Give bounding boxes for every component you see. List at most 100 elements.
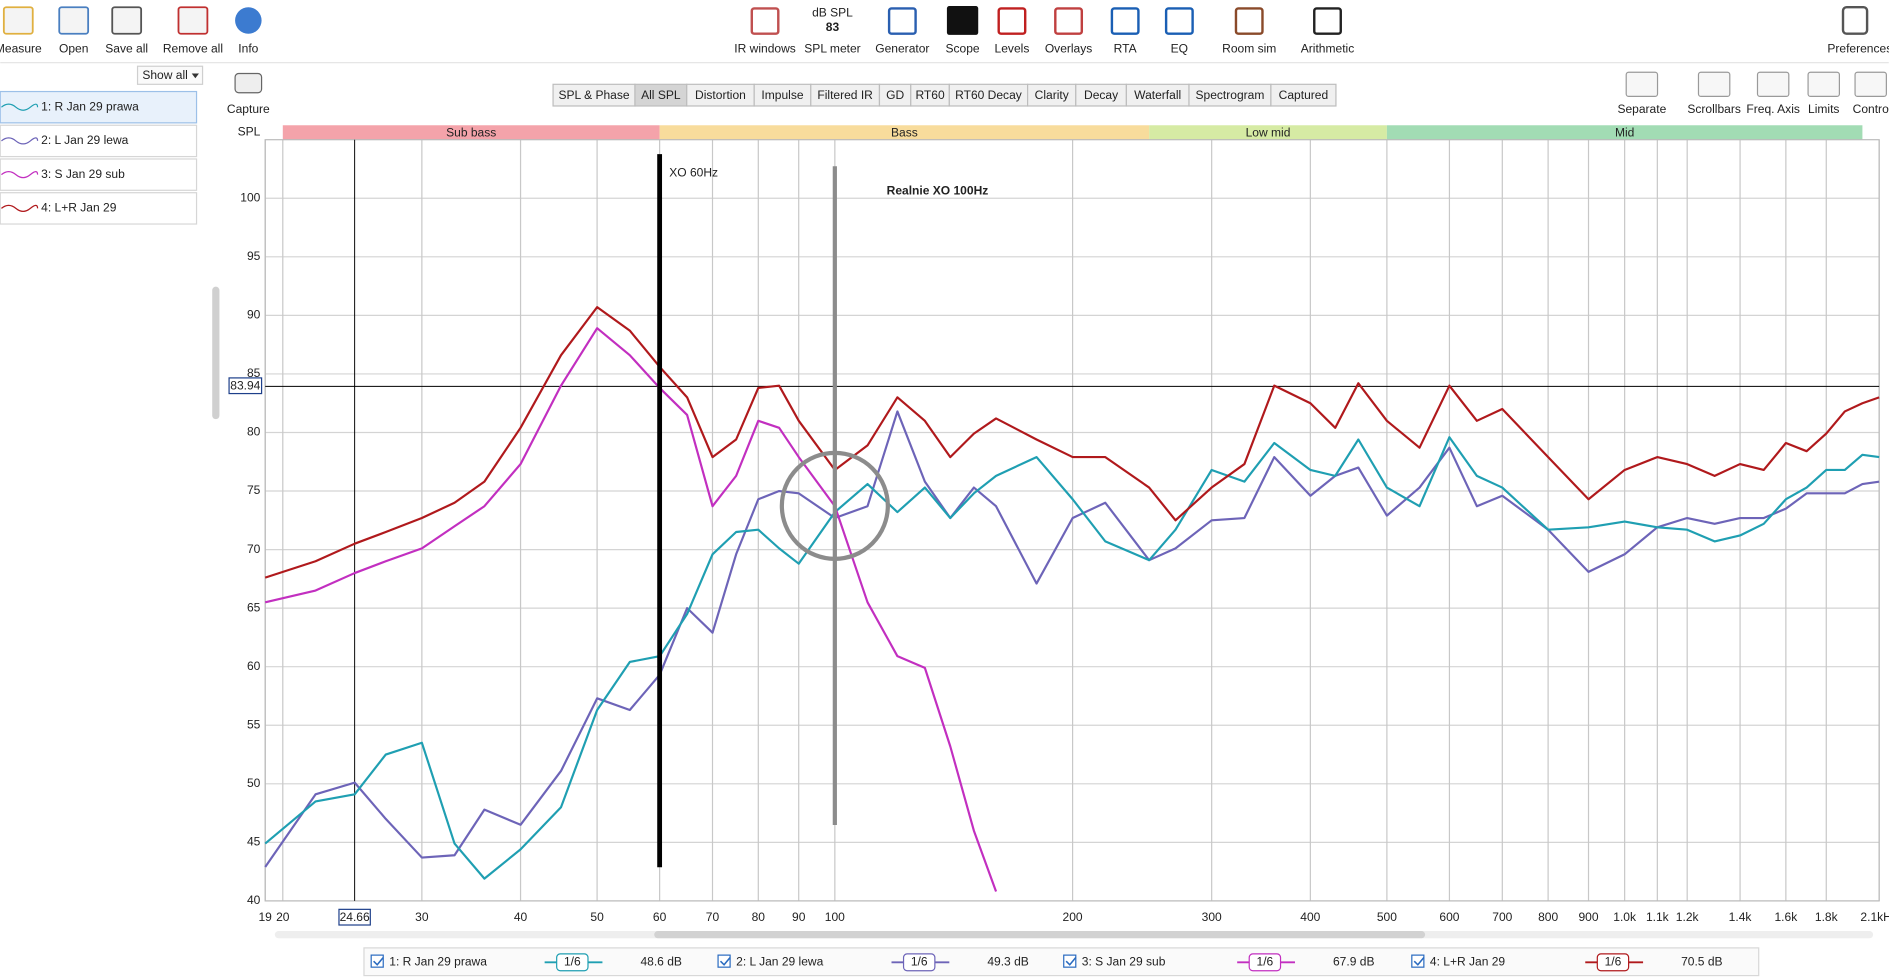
smoothing-box[interactable] <box>902 953 936 972</box>
y-tick-label: 60 <box>247 659 261 673</box>
spl-meter-unit: dB SPL <box>812 5 853 19</box>
x-tick-label: 500 <box>1377 910 1397 924</box>
graph-tab-label: Distortion <box>695 88 746 102</box>
graph-tab-label: RT60 Decay <box>955 88 1022 102</box>
y-tick-label: 45 <box>247 835 261 849</box>
view-control-label: Scrollbars <box>1687 102 1740 116</box>
measurement-item[interactable] <box>0 124 198 158</box>
measurement-name: 1: R Jan 29 prawa <box>41 99 139 113</box>
y-tick-label: 75 <box>247 483 261 497</box>
checkmark <box>1413 957 1425 966</box>
h-scroll-thumb[interactable] <box>654 931 1426 939</box>
graph-tab-label: All SPL <box>641 88 681 102</box>
side-scrollbar[interactable] <box>212 286 220 420</box>
x-tick-label: 900 <box>1578 910 1598 924</box>
frequency-band <box>1149 125 1387 140</box>
toolbar-label[interactable]: Preferences <box>1827 42 1889 56</box>
view-control-icon[interactable] <box>1697 71 1731 97</box>
series-checkbox[interactable] <box>717 954 731 968</box>
x-tick-label: 1.8k <box>1815 910 1839 924</box>
x-tick-label: 1.0k <box>1613 910 1637 924</box>
measurement-thumb <box>1 171 39 179</box>
toolbar-label: Generator <box>875 42 929 56</box>
smoothing-box[interactable] <box>556 953 589 972</box>
series-line <box>264 436 1880 880</box>
measurement-thumb <box>1 204 39 212</box>
y-tick-label: 55 <box>247 717 261 731</box>
toolbar-icon <box>58 6 90 35</box>
x-tick-label: 600 <box>1439 910 1459 924</box>
toolbar-label: SPL meter <box>804 42 860 56</box>
annotation-text: XO 60Hz <box>669 166 718 180</box>
view-control-icon[interactable] <box>1807 71 1840 97</box>
annotation-text: Realnie XO 100Hz <box>887 184 989 198</box>
toolbar-label: Info <box>238 42 258 56</box>
toolbar-icon <box>111 6 143 35</box>
cursor-x-label: 24.66 <box>340 910 370 924</box>
toolbar-icon <box>2 6 34 35</box>
y-axis-label: SPL <box>238 125 261 139</box>
cursor-box <box>338 908 371 926</box>
view-control-icon[interactable] <box>1854 71 1887 97</box>
dropdown-arrow <box>191 73 199 79</box>
x-tick-label: 40 <box>514 910 528 924</box>
measurement-thumb <box>1 137 39 145</box>
smoothing-box[interactable] <box>1596 953 1630 972</box>
toolbar-label: EQ <box>1171 42 1188 56</box>
measurement-name: 3: S Jan 29 sub <box>41 167 125 181</box>
frequency-band-label: Mid <box>1615 125 1634 139</box>
toolbar-label: Save all <box>105 42 148 56</box>
y-tick-label: 95 <box>247 249 261 263</box>
smoothing-label: 1/6 <box>911 955 928 969</box>
x-tick-label: 60 <box>653 910 667 924</box>
y-tick-label: 50 <box>247 776 261 790</box>
view-control-label: Separate <box>1617 102 1666 116</box>
measurement-item[interactable] <box>0 158 198 191</box>
tool-icon <box>1110 7 1140 35</box>
measurement-name: 2: L Jan 29 lewa <box>41 133 128 147</box>
show-all-label: Show all <box>142 68 187 82</box>
capture-label: Capture <box>227 102 270 116</box>
graph-tab-label: Captured <box>1279 88 1329 102</box>
annotation-circle <box>779 450 890 561</box>
y-tick-label: 80 <box>247 425 261 439</box>
measurement-item[interactable] <box>0 192 198 225</box>
capture-icon[interactable] <box>234 72 263 94</box>
graph-tab[interactable] <box>1270 83 1337 107</box>
toolbar-label: Overlays <box>1045 42 1092 56</box>
view-control-icon[interactable] <box>1756 71 1790 97</box>
frequency-band <box>282 125 660 140</box>
tool-icon <box>1313 7 1342 35</box>
cursor-box <box>228 377 263 395</box>
tool-icon <box>887 7 917 35</box>
smoothing-box[interactable] <box>1248 953 1282 972</box>
smoothing-label: 1/6 <box>564 955 581 969</box>
checkmark <box>1065 957 1077 966</box>
series-checkbox[interactable] <box>1411 954 1425 968</box>
y-tick-label: 65 <box>247 600 261 614</box>
checkmark <box>719 957 731 966</box>
x-tick-label: 1.4k <box>1729 910 1753 924</box>
x-tick-label: 1.2k <box>1676 910 1700 924</box>
toolbar-label: IR windows <box>734 42 796 56</box>
tool-icon <box>1234 7 1264 35</box>
spl-meter-reading: 83 <box>826 20 840 34</box>
toolbar-label: Remove all <box>163 42 223 56</box>
graph-tab-label: Spectrogram <box>1196 88 1265 102</box>
tool-icon <box>1054 7 1084 35</box>
view-control-label: Limits <box>1808 102 1839 116</box>
y-tick-label: 70 <box>247 542 261 556</box>
measurement-item[interactable] <box>0 90 198 124</box>
toolbar-label: Scope <box>946 42 980 56</box>
view-control-icon[interactable] <box>1625 71 1659 97</box>
x-tick-label: 19 <box>259 910 273 924</box>
series-checkbox[interactable] <box>1063 954 1077 968</box>
graph-tab-label: Impulse <box>761 88 803 102</box>
series-checkbox[interactable] <box>370 954 384 968</box>
frequency-band-label: Sub bass <box>446 125 496 139</box>
graph-tab-label: Clarity <box>1035 88 1069 102</box>
x-tick-label: 700 <box>1492 910 1512 924</box>
legend-level: 49.3 dB <box>987 955 1028 969</box>
show-all-dropdown[interactable] <box>136 65 204 85</box>
